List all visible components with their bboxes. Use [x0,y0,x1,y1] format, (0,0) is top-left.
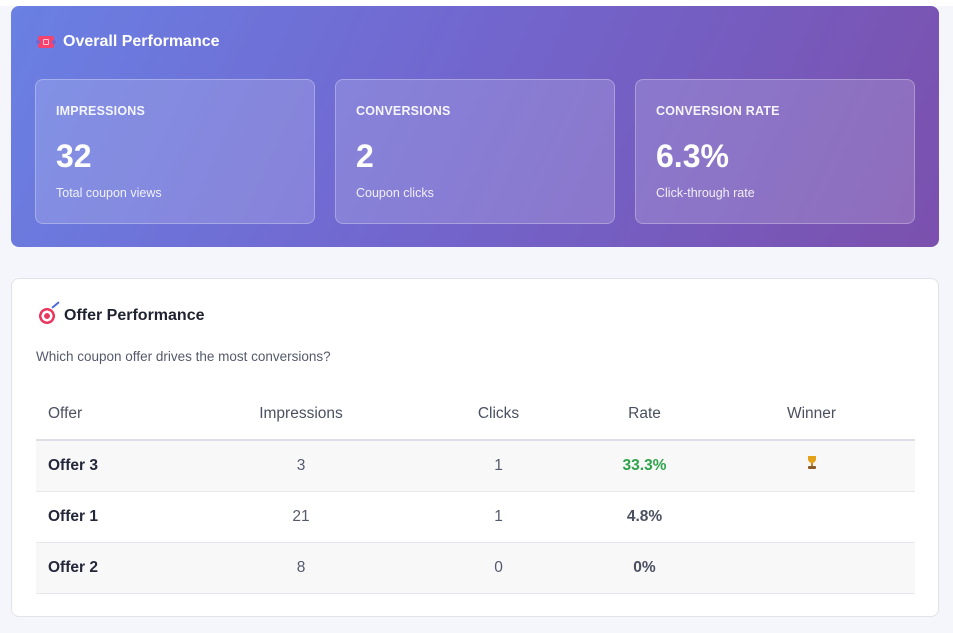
offer-rate: 4.8% [581,491,708,543]
offer-impressions: 3 [186,440,416,492]
offer-performance-card: Offer Performance Which coupon offer dri… [11,278,939,617]
trophy-icon [806,456,818,470]
stat-value: 6.3% [656,138,729,174]
stat-value: 2 [356,138,374,174]
offer-rate: 0% [581,542,708,594]
offer-table: Offer Impressions Clicks Rate Winner Off… [36,388,915,594]
column-header-winner[interactable]: Winner [708,388,915,441]
table-row: Offer 1 21 1 4.8% [36,491,915,543]
offer-rate: 33.3% [581,440,708,492]
offer-winner [708,491,915,543]
column-header-impressions[interactable]: Impressions [186,388,416,441]
stat-label: CONVERSION RATE [656,104,780,118]
offer-performance-title: Offer Performance [64,307,205,324]
stat-subtitle: Coupon clicks [356,186,434,200]
table-row: Offer 3 3 1 33.3% [36,440,915,492]
ticket-icon [36,36,56,48]
offer-name: Offer 2 [36,542,186,594]
stat-subtitle: Click-through rate [656,186,755,200]
stat-card-impressions: IMPRESSIONS 32 Total coupon views [35,79,315,224]
table-row: Offer 2 8 0 0% [36,542,915,594]
overall-performance-card: Overall Performance IMPRESSIONS 32 Total… [11,6,939,247]
stat-card-conversions: CONVERSIONS 2 Coupon clicks [335,79,615,224]
offer-name: Offer 3 [36,440,186,492]
table-header-row: Offer Impressions Clicks Rate Winner [36,388,915,441]
offer-performance-description: Which coupon offer drives the most conve… [36,349,331,364]
offer-name: Offer 1 [36,491,186,543]
stat-label: CONVERSIONS [356,104,451,118]
offer-impressions: 21 [186,491,416,543]
overall-performance-heading: Overall Performance [36,33,220,51]
top-strip [0,0,953,6]
stat-label: IMPRESSIONS [56,104,146,118]
offer-clicks: 1 [416,440,581,492]
offer-winner [708,440,915,492]
target-icon [38,307,56,325]
stat-card-conversion-rate: CONVERSION RATE 6.3% Click-through rate [635,79,915,224]
offer-performance-heading: Offer Performance [38,307,205,325]
offer-clicks: 0 [416,542,581,594]
column-header-offer[interactable]: Offer [36,388,186,441]
column-header-clicks[interactable]: Clicks [416,388,581,441]
column-header-rate[interactable]: Rate [581,388,708,441]
offer-winner [708,542,915,594]
stat-subtitle: Total coupon views [56,186,162,200]
offer-clicks: 1 [416,491,581,543]
offer-impressions: 8 [186,542,416,594]
stat-value: 32 [56,138,92,174]
overall-performance-title: Overall Performance [63,33,220,50]
